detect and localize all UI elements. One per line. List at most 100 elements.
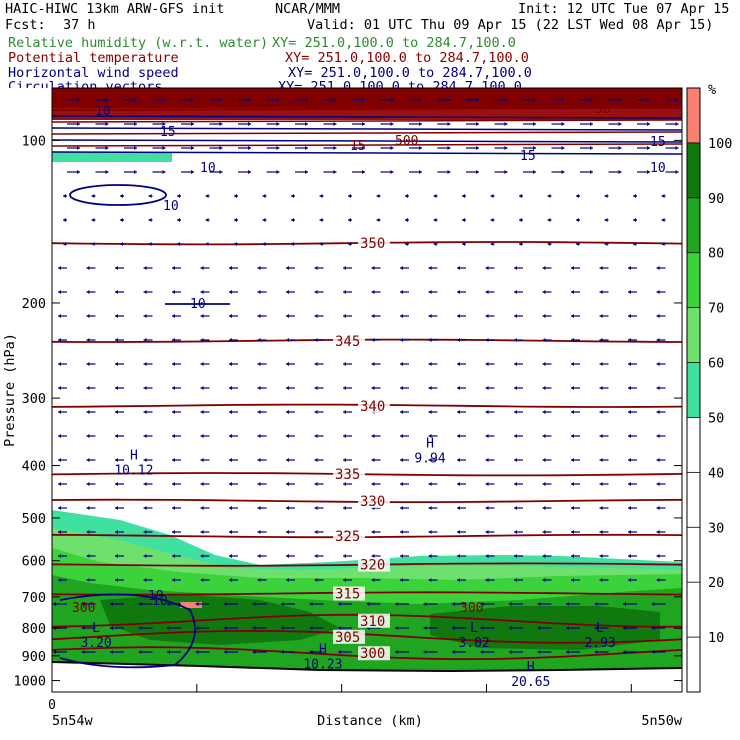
- vector-head: [172, 290, 175, 294]
- vector-head: [599, 362, 603, 366]
- misc-contour-label: 50: [595, 102, 611, 117]
- vector-head: [58, 362, 61, 366]
- vector-head: [134, 170, 137, 174]
- vector-head: [172, 554, 175, 558]
- vector-head: [115, 290, 118, 294]
- vector-head: [77, 146, 80, 150]
- theta-label: 305: [335, 630, 360, 646]
- vector-head: [594, 650, 598, 654]
- vector-head: [599, 386, 603, 390]
- vector-head: [257, 458, 261, 462]
- vector-head: [143, 578, 147, 582]
- field-vectors-xy: XY= 251.0,100.0 to 284.7,100.0: [278, 80, 522, 88]
- model-title: HAIC-HIWC 13km ARW-GFS init: [5, 1, 225, 17]
- vector-head: [594, 626, 598, 630]
- vector-head: [105, 98, 109, 102]
- vector-head: [172, 482, 175, 486]
- vector-head: [276, 170, 280, 174]
- vector-head: [177, 218, 180, 222]
- vector-head: [428, 314, 432, 318]
- vector-head: [172, 458, 175, 462]
- vector-head: [343, 386, 346, 390]
- vector-head: [400, 290, 403, 294]
- wind-contour-10-upper: [69, 184, 167, 206]
- vector-head: [433, 218, 437, 222]
- vector-head: [81, 626, 85, 630]
- y-tick-label: 100: [22, 133, 46, 149]
- extremum-value: 10.23: [303, 658, 342, 673]
- vector-head: [191, 146, 194, 150]
- vector-head: [314, 386, 318, 390]
- extremum-symbol: H: [319, 643, 327, 658]
- vector-head: [77, 98, 80, 102]
- colorbar-tick-label: 20: [708, 575, 724, 591]
- vector-head: [628, 554, 631, 558]
- extremum-symbol: H: [527, 660, 535, 675]
- vector-head: [628, 458, 631, 462]
- vector-head: [172, 506, 175, 510]
- vector-head: [571, 314, 574, 318]
- vector-head: [571, 434, 574, 438]
- vector-head: [257, 434, 261, 438]
- theta-label: 310: [360, 614, 385, 630]
- vector-head: [423, 602, 427, 606]
- vector-head: [343, 554, 346, 558]
- vector-head: [428, 578, 432, 582]
- vector-head: [86, 554, 90, 558]
- vector-head: [514, 362, 517, 366]
- vector-head: [519, 218, 522, 222]
- vector-head: [457, 410, 460, 414]
- vector-head: [590, 146, 593, 150]
- wind-speed-label: 15: [520, 149, 536, 164]
- vector-head: [224, 626, 227, 630]
- y-tick-label: 300: [22, 391, 46, 407]
- vector-head: [542, 434, 546, 438]
- vector-head: [476, 146, 479, 150]
- vector-head: [205, 194, 209, 198]
- vector-head: [110, 650, 113, 654]
- vector-head: [77, 122, 80, 126]
- vector-head: [58, 410, 61, 414]
- vector-head: [314, 314, 318, 318]
- theta-label: 335: [335, 467, 360, 483]
- vector-head: [219, 122, 223, 126]
- vector-head: [58, 434, 61, 438]
- vector-head: [286, 482, 289, 486]
- vector-head: [305, 170, 308, 174]
- vector-head: [229, 458, 232, 462]
- vector-head: [590, 98, 593, 102]
- vector-head: [105, 170, 109, 174]
- vector-head: [656, 458, 660, 462]
- vector-head: [656, 482, 660, 486]
- vector-head: [63, 242, 66, 246]
- vector-head: [571, 266, 574, 270]
- vector-head: [115, 266, 118, 270]
- vector-head: [162, 146, 166, 150]
- vector-head: [542, 578, 546, 582]
- colorbar-tick-label: 30: [708, 520, 724, 536]
- theta-label-bg: [333, 333, 365, 348]
- extremum-symbol: H: [426, 437, 434, 452]
- vector-head: [120, 218, 123, 222]
- vector-head: [167, 602, 170, 606]
- vector-head: [314, 338, 318, 342]
- vector-head: [656, 338, 660, 342]
- vector-head: [371, 314, 375, 318]
- vector-head: [371, 338, 375, 342]
- vector-head: [457, 362, 460, 366]
- vector-head: [457, 434, 460, 438]
- vector-head: [628, 530, 631, 534]
- theta-label-bg: [333, 586, 365, 601]
- vector-head: [229, 434, 232, 438]
- wind-speed-label: 15: [650, 135, 666, 150]
- vector-head: [476, 170, 479, 174]
- vector-head: [314, 362, 318, 366]
- vector-head: [172, 362, 175, 366]
- vector-head: [319, 218, 323, 222]
- vector-head: [514, 266, 517, 270]
- vector-head: [219, 146, 223, 150]
- vector-head: [229, 578, 232, 582]
- vector-head: [519, 194, 522, 198]
- vector-head: [257, 554, 261, 558]
- colorbar-tick-label: 10: [708, 630, 724, 646]
